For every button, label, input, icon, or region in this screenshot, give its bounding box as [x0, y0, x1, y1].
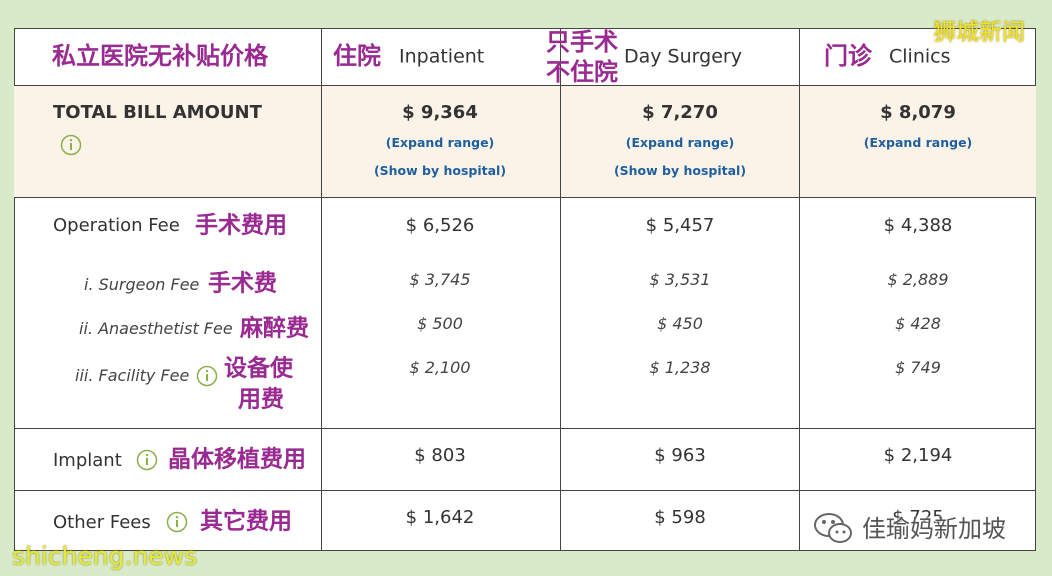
row-cn: 晶体移植费用: [168, 446, 306, 473]
column-en: Day Surgery: [624, 45, 742, 68]
column-cn: 住院: [333, 42, 381, 70]
cell-value: $ 500: [417, 314, 463, 333]
total-row-band: [14, 85, 1036, 197]
row-line: [14, 428, 1036, 429]
cell-value: $ 428: [895, 314, 941, 333]
row-label: Operation Fee: [53, 215, 180, 236]
watermark: 狮城新闻: [933, 19, 1025, 46]
wechat-icon: [814, 513, 852, 543]
expand-link[interactable]: (Expand range): [385, 134, 495, 150]
column-cn: 不住院: [546, 58, 618, 86]
cell-value: $ 1,238: [649, 358, 711, 377]
total-amount: $ 9,364: [402, 102, 478, 123]
row-line: [14, 490, 1036, 491]
subrow-label: i. Surgeon Fee: [84, 275, 200, 294]
row-line: [14, 85, 1036, 86]
row-cn: 手术费用: [195, 212, 287, 239]
cell-value: $ 2,194: [883, 445, 953, 466]
subrow-label: iii. Facility Fee: [75, 366, 190, 385]
cell-value: $ 2,100: [409, 358, 471, 377]
hospital-link[interactable]: (Show by hospital): [373, 162, 507, 178]
cell-value: $ 6,526: [405, 215, 475, 236]
cell-value: $ 598: [654, 507, 706, 528]
cell-value: $ 450: [657, 314, 703, 333]
info-icon[interactable]: [166, 511, 188, 533]
cell-value: $ 749: [895, 358, 941, 377]
cell-value: $ 725: [892, 507, 944, 528]
row-cn: 其它费用: [200, 508, 292, 535]
subrow-cn: 设备使: [224, 355, 293, 382]
header-title: 私立医院无补贴价格: [52, 42, 268, 70]
info-icon[interactable]: [60, 134, 82, 156]
col-line: [560, 28, 561, 551]
subrow-cn: 麻醉费: [240, 315, 309, 342]
hospital-link[interactable]: (Show by hospital): [613, 162, 747, 178]
col-line: [321, 28, 322, 551]
column-en: Clinics: [889, 45, 951, 68]
expand-link[interactable]: (Expand range): [625, 134, 735, 150]
expand-link[interactable]: (Expand range): [863, 134, 973, 150]
cell-value: $ 5,457: [645, 215, 715, 236]
subrow-cn: 用费: [238, 386, 284, 413]
total-label: TOTAL BILL AMOUNT: [53, 102, 262, 123]
watermark: shicheng.news: [12, 541, 198, 571]
info-icon[interactable]: [196, 365, 218, 387]
row-label: Other Fees: [53, 512, 151, 533]
subrow-label: ii. Anaesthetist Fee: [79, 319, 233, 338]
cell-value: $ 1,642: [405, 507, 475, 528]
row-label: Implant: [53, 450, 122, 471]
watermark: 佳瑜妈新加坡: [862, 515, 1006, 543]
cell-value: $ 3,745: [409, 270, 471, 289]
cell-value: $ 963: [654, 445, 706, 466]
cell-value: $ 803: [414, 445, 466, 466]
total-amount: $ 7,270: [642, 102, 718, 123]
total-amount: $ 8,079: [880, 102, 956, 123]
cell-value: $ 2,889: [887, 270, 949, 289]
col-line: [799, 28, 800, 551]
cell-value: $ 4,388: [883, 215, 953, 236]
info-icon[interactable]: [136, 449, 158, 471]
subrow-cn: 手术费: [208, 270, 277, 297]
column-cn: 门诊: [824, 42, 872, 70]
column-en: Inpatient: [399, 45, 485, 68]
cell-value: $ 3,531: [649, 270, 711, 289]
column-cn: 只手术: [546, 28, 618, 56]
row-line: [14, 197, 1036, 198]
